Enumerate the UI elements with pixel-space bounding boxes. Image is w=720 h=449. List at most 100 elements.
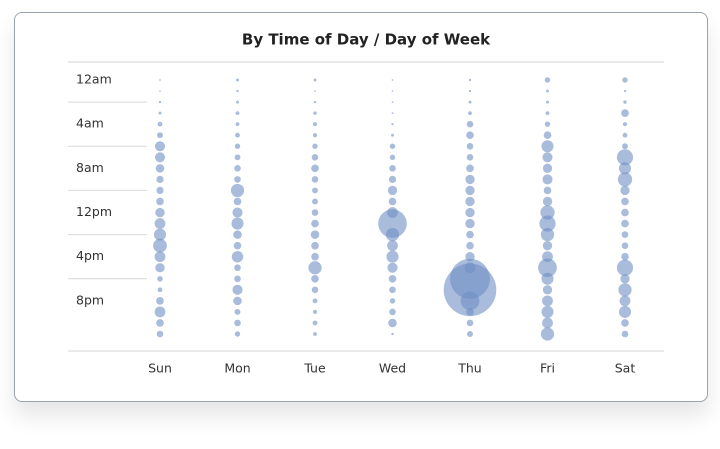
chart-card	[14, 12, 708, 402]
bubble	[543, 131, 552, 140]
bubble	[235, 111, 240, 116]
bubble	[236, 78, 239, 82]
bubble	[622, 132, 628, 138]
bubble	[236, 89, 239, 93]
bubble	[312, 309, 318, 315]
bubble	[154, 141, 166, 152]
bubble	[540, 205, 555, 220]
bubble	[311, 153, 319, 161]
bubble	[234, 319, 241, 327]
bubble	[153, 228, 167, 241]
bubble	[622, 77, 628, 83]
bubble	[308, 261, 322, 275]
bubble	[622, 143, 628, 150]
bubble	[621, 197, 629, 206]
bubble	[156, 330, 164, 338]
bubble	[312, 143, 318, 149]
bubble	[623, 100, 627, 104]
bubble	[465, 207, 475, 218]
bubble	[466, 153, 474, 161]
bubble	[311, 241, 319, 250]
bubble	[466, 131, 474, 140]
bubble	[542, 152, 553, 163]
bubble	[158, 111, 162, 115]
bubble	[542, 317, 553, 329]
bubble	[460, 291, 480, 311]
x-tick-label: Fri	[540, 361, 555, 376]
bubble	[389, 154, 396, 161]
bubble	[157, 132, 163, 139]
bubble	[623, 89, 627, 93]
y-tick-label: 4pm	[76, 248, 104, 263]
bubble	[539, 215, 556, 232]
bubble	[389, 165, 396, 172]
bubble	[311, 176, 319, 183]
bubble	[153, 238, 167, 253]
bubble	[159, 79, 161, 81]
bubble	[466, 142, 474, 150]
bubble	[156, 186, 164, 195]
bubble	[541, 140, 554, 153]
bubble	[155, 164, 165, 173]
bubble	[231, 217, 244, 230]
bubble	[312, 298, 318, 304]
bubble	[312, 198, 318, 205]
bubble	[542, 285, 553, 295]
bubble	[616, 259, 634, 276]
bubble	[234, 331, 241, 337]
bubble	[540, 227, 555, 242]
bubble	[312, 320, 318, 326]
bubble	[312, 122, 318, 127]
bubble	[466, 230, 474, 239]
bubble	[157, 276, 163, 282]
bubble	[230, 183, 245, 198]
bubble	[310, 230, 320, 239]
x-tick-label: Sat	[615, 361, 636, 376]
bubble	[388, 197, 397, 206]
bubble	[154, 218, 166, 229]
bubble	[158, 100, 162, 104]
bubble	[313, 78, 317, 82]
bubble	[466, 308, 474, 316]
bubble	[621, 208, 629, 217]
bubble	[156, 297, 164, 305]
bubble	[311, 252, 319, 261]
bubble	[232, 207, 243, 218]
bubble	[389, 286, 396, 294]
bubble	[468, 78, 472, 82]
bubble	[157, 121, 163, 127]
bubble	[391, 112, 394, 114]
bubble	[618, 283, 632, 297]
bubble	[465, 185, 475, 196]
bubble	[468, 111, 472, 116]
bubble	[466, 319, 474, 327]
bubble	[465, 174, 475, 185]
bubble	[541, 305, 554, 318]
bubble	[621, 109, 629, 117]
bubble	[232, 284, 243, 295]
bubble	[619, 295, 631, 307]
bubble	[391, 101, 394, 103]
bubble	[154, 306, 166, 318]
bubble	[467, 331, 473, 337]
bubble	[391, 90, 394, 92]
bubble	[542, 240, 553, 251]
bubble	[385, 227, 400, 242]
bubble	[618, 162, 632, 175]
bubble	[621, 231, 629, 238]
bubble	[233, 296, 242, 306]
bubble	[546, 100, 549, 104]
bubble	[312, 187, 318, 194]
y-tick-label: 12pm	[76, 204, 112, 219]
bubble	[313, 100, 317, 104]
bubble	[156, 197, 164, 206]
bubble	[387, 262, 398, 273]
bubble	[466, 241, 474, 250]
bubble	[312, 133, 318, 138]
bubble	[159, 90, 161, 92]
bubble	[388, 274, 397, 283]
bubble	[618, 305, 632, 318]
bubble	[542, 295, 553, 307]
bubble	[154, 152, 166, 163]
